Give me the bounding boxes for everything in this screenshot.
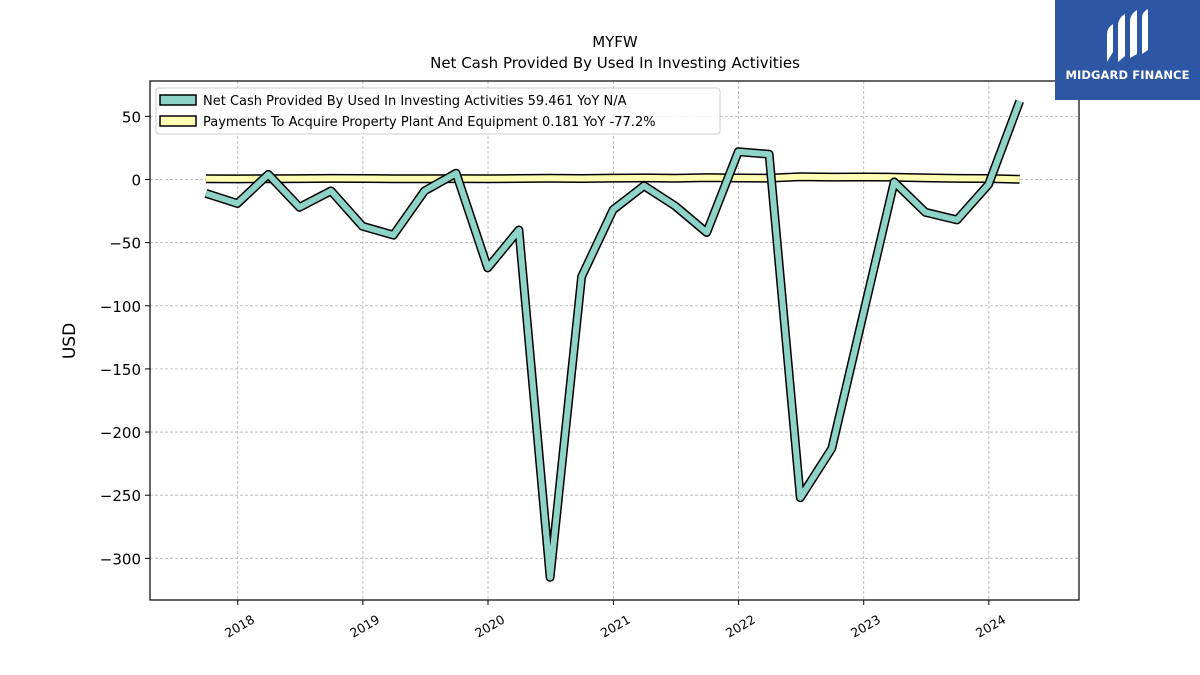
series-line: [204, 100, 1023, 581]
y-tick-label: −250: [100, 487, 141, 505]
series-outline: [204, 99, 1024, 582]
y-axis-label: USD: [60, 323, 80, 359]
y-tick-label: 50: [122, 108, 141, 126]
grid: [150, 81, 1079, 600]
x-tick-label: 2024: [973, 612, 1008, 641]
legend-swatch: [159, 94, 197, 106]
plot-frame: [149, 80, 1080, 601]
x-tick-label: 2023: [848, 612, 883, 641]
series-line: [205, 173, 1020, 183]
x-tick-label: 2018: [222, 612, 257, 641]
legend: Net Cash Provided By Used In Investing A…: [155, 87, 721, 135]
x-tick-label: 2020: [472, 612, 507, 641]
legend-box: [155, 87, 721, 135]
y-tick-label: −200: [100, 424, 141, 442]
legend-label: Payments To Acquire Property Plant And E…: [203, 115, 656, 130]
legend-label: Net Cash Provided By Used In Investing A…: [203, 94, 627, 109]
y-tick-label: −300: [100, 550, 141, 568]
x-tick-label: 2022: [723, 612, 758, 641]
brand-name: MIDGARD FINANCE: [1065, 68, 1190, 82]
y-tick-label: −100: [100, 298, 141, 316]
y-tick-label: −150: [100, 361, 141, 379]
logo-icon: [1107, 9, 1148, 62]
x-tick-label: 2019: [347, 612, 382, 641]
brand-logo: MIDGARD FINANCE: [1055, 0, 1200, 100]
chart-subtitle: Net Cash Provided By Used In Investing A…: [430, 54, 800, 72]
y-tick-label: 0: [131, 171, 141, 189]
x-axis: 2018 2019 2020 2021 2022 2023 2024: [222, 600, 1008, 641]
x-tick-label: 2021: [598, 612, 633, 641]
y-axis: 50 0 −50 −100 −150 −200 −250 −300: [100, 108, 150, 568]
y-tick-label: −50: [109, 235, 141, 253]
legend-swatch: [159, 115, 197, 127]
chart-title: MYFW: [592, 33, 638, 51]
series-layer: [204, 99, 1024, 582]
